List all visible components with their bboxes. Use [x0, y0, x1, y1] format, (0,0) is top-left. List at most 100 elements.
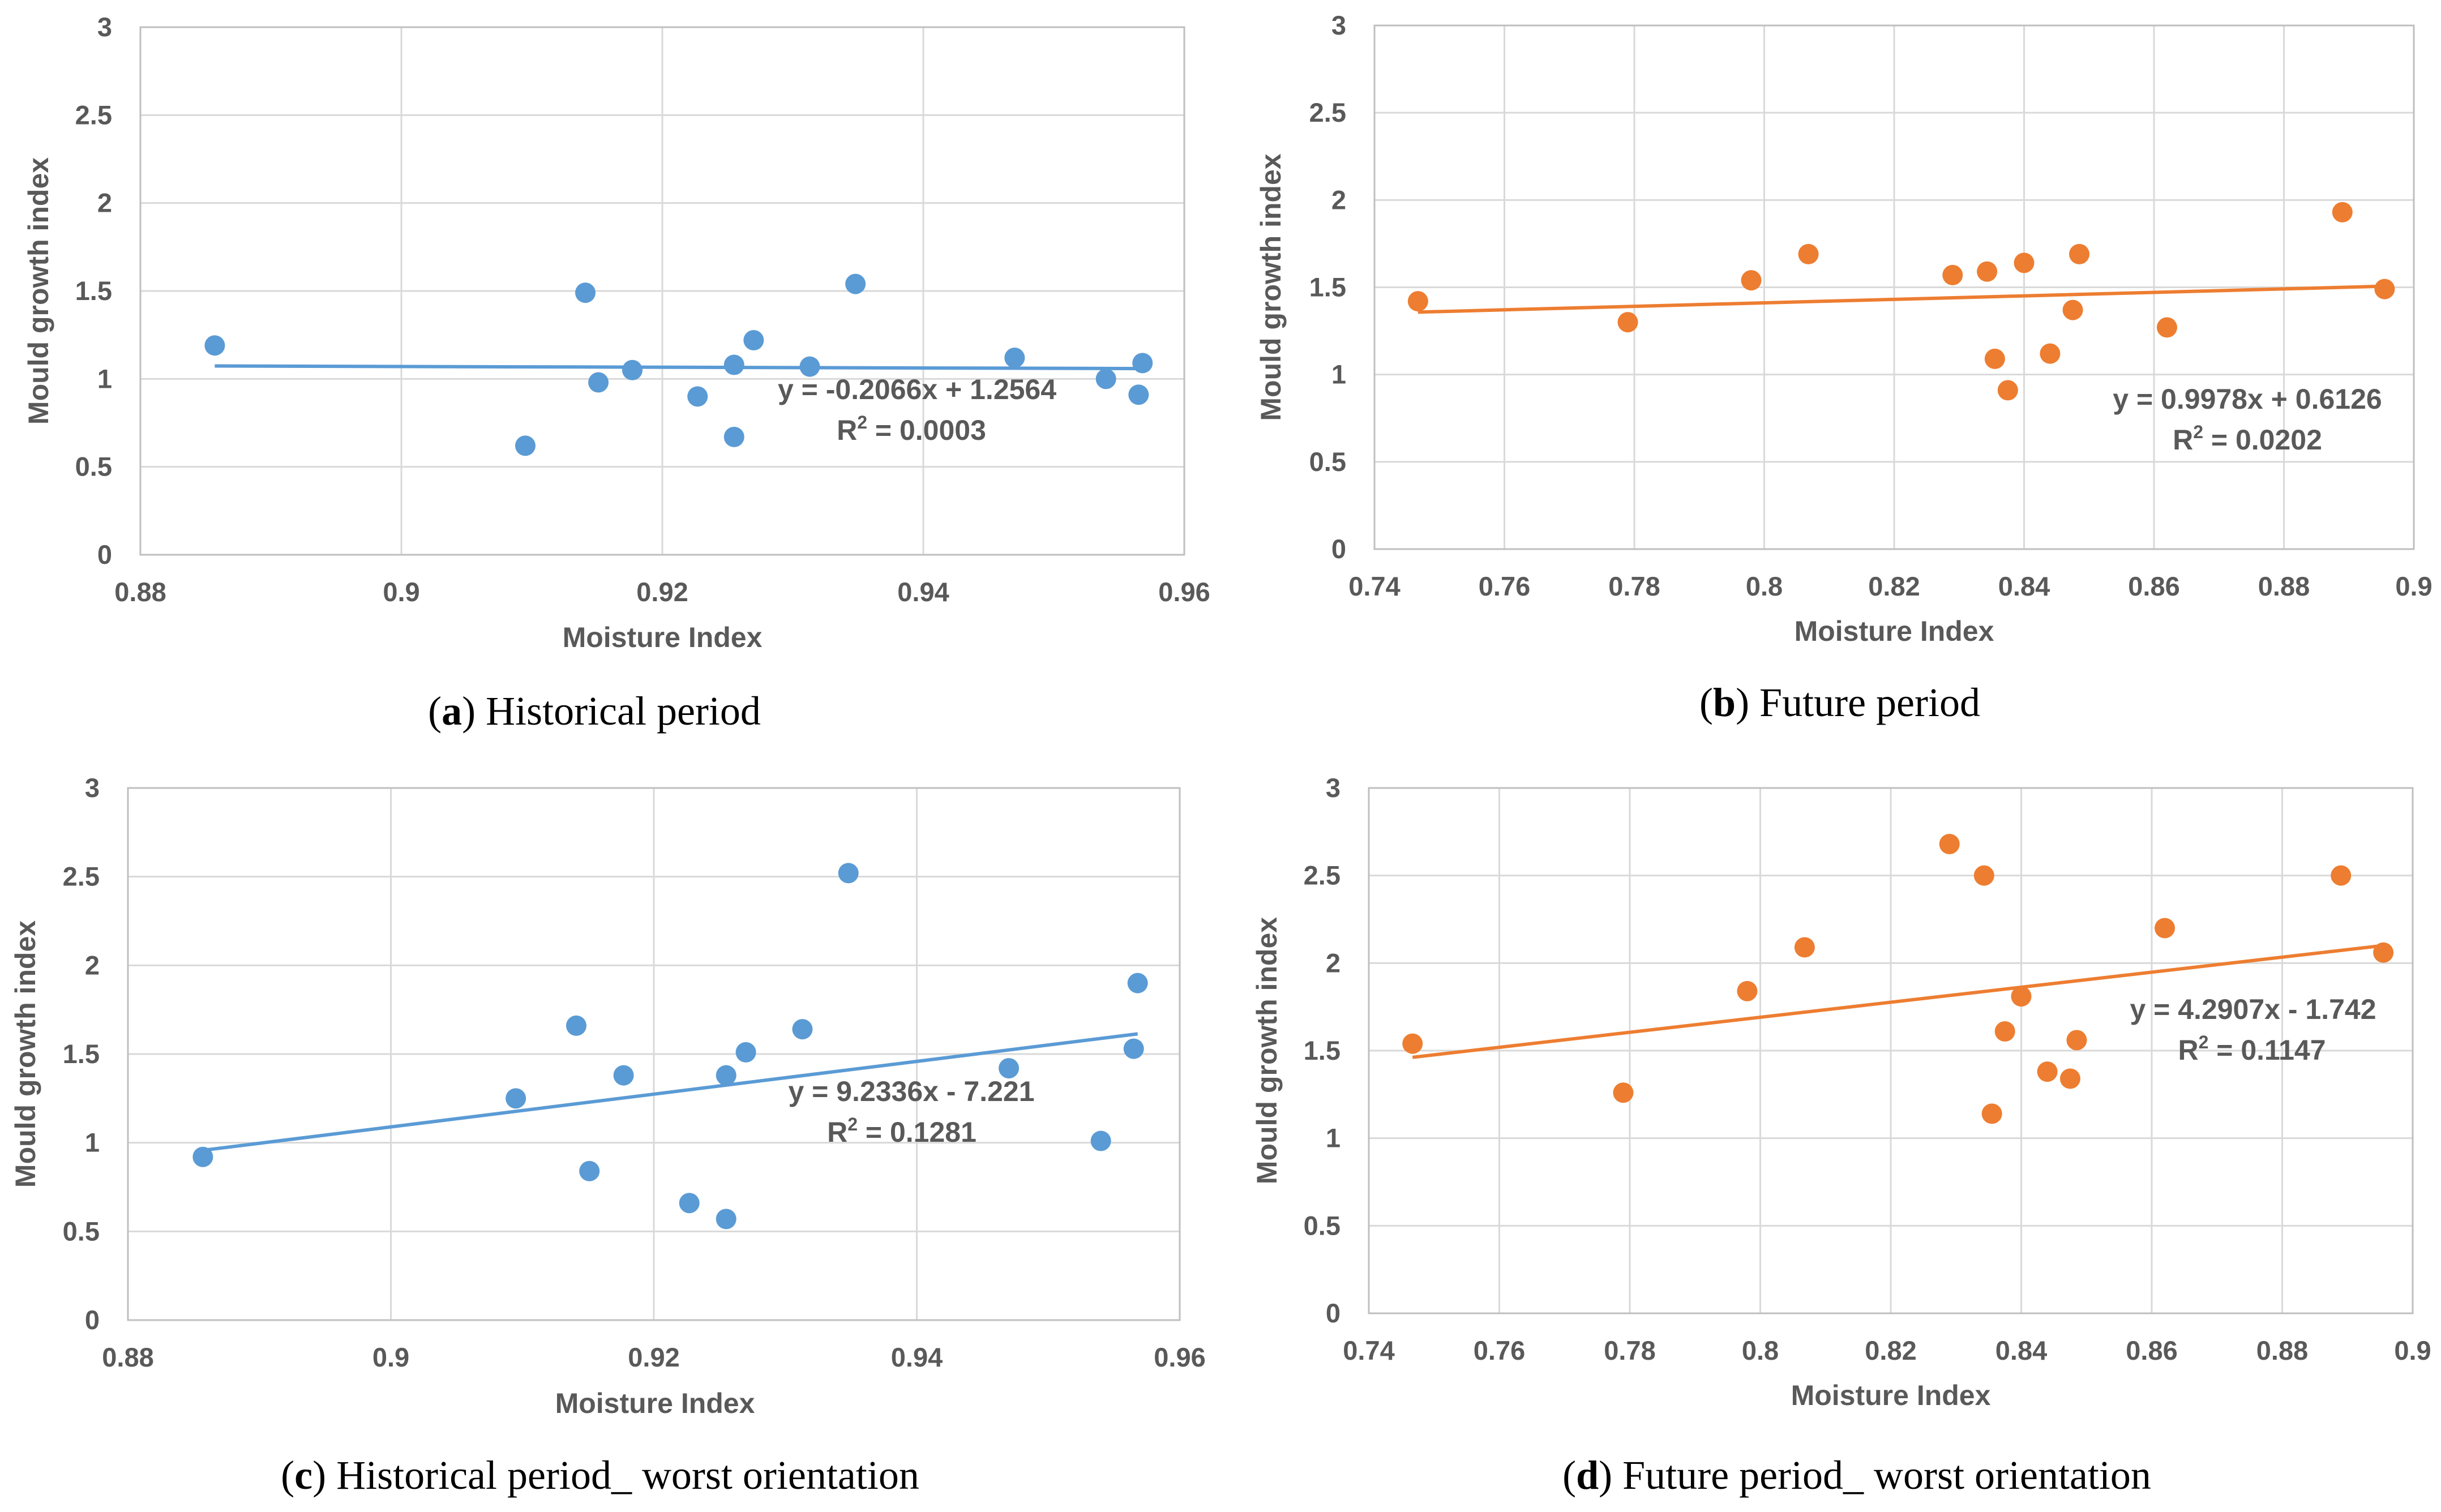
y-tick-label-c-1: 0.5	[63, 1216, 100, 1246]
y-tick-label-b-4: 2	[1331, 185, 1346, 215]
data-point-c-12	[1090, 1130, 1111, 1151]
data-point-c-2	[566, 1015, 586, 1036]
plot-area-c	[127, 787, 1181, 1321]
x-tick-label-a-0: 0.88	[114, 577, 166, 607]
data-point-c-1	[506, 1088, 526, 1109]
x-tick-label-d-4: 0.82	[1865, 1335, 1916, 1365]
x-tick-label-d-2: 0.78	[1604, 1335, 1655, 1365]
data-point-b-6	[1984, 348, 2005, 369]
r-squared-sup-c: 2	[847, 1114, 858, 1134]
data-points-b	[1407, 202, 2395, 401]
data-point-d-5	[1973, 865, 1994, 886]
data-point-d-2	[1737, 980, 1758, 1001]
trendline-c	[203, 1032, 1138, 1153]
caption-c-text: Historical period_ worst orientation	[336, 1453, 919, 1498]
caption-b-text: Future period	[1759, 680, 1980, 725]
data-point-c-3	[579, 1160, 600, 1181]
data-point-a-14	[1132, 353, 1153, 374]
x-tick-label-c-3: 0.94	[891, 1342, 943, 1372]
y-tick-label-b-6: 3	[1331, 10, 1346, 40]
data-point-a-1	[515, 435, 536, 456]
data-point-b-10	[2062, 299, 2083, 320]
scatter-chart-b: 0.74 0.76 0.78 0.8 0.82 0.84 0.86 0.88 0.9 0 0.5 1 1…	[1255, 10, 2433, 647]
r-squared-value-d: = 0.1147	[2208, 1034, 2326, 1066]
scatter-chart-a: 0.88 0.9 0.92 0.94 0.96 0 0.5 1 1.5 2 2.5 3 y = -0.2…	[23, 12, 1210, 653]
data-point-d-12	[2155, 918, 2176, 939]
r-squared-d: R2 = 0.1147	[2178, 1032, 2326, 1066]
data-point-b-14	[2374, 279, 2395, 299]
x-tick-label-d-6: 0.86	[2126, 1335, 2177, 1365]
data-points-a	[204, 273, 1153, 456]
y-tick-label-d-1: 0.5	[1304, 1210, 1341, 1240]
x-tick-label-a-2: 0.92	[636, 577, 688, 607]
trendline-equation-d: y = 4.2907x - 1.742	[2130, 993, 2376, 1025]
data-point-a-3	[588, 372, 609, 393]
x-tick-label-a-4: 0.96	[1158, 577, 1210, 607]
data-point-a-6	[723, 354, 744, 375]
x-tick-label-c-1: 0.9	[372, 1342, 409, 1372]
r-squared-c: R2 = 0.1281	[827, 1114, 977, 1148]
x-tick-label-b-2: 0.78	[1608, 571, 1660, 601]
data-point-c-5	[679, 1193, 700, 1214]
data-point-a-11	[1004, 348, 1025, 369]
data-point-b-0	[1407, 291, 1428, 312]
x-tick-label-c-4: 0.96	[1154, 1342, 1205, 1372]
r-squared-prefix-c: R	[827, 1116, 847, 1148]
data-point-b-12	[2156, 317, 2177, 338]
trendline-b	[1418, 284, 2385, 314]
data-point-b-13	[2332, 202, 2353, 222]
data-point-b-2	[1741, 270, 1762, 291]
r-squared-value-b: = 0.0202	[2203, 424, 2322, 456]
data-point-a-4	[622, 359, 643, 380]
caption-b-letter: b	[1713, 680, 1736, 725]
data-point-d-11	[2066, 1030, 2087, 1051]
r-squared-sup-d: 2	[2199, 1032, 2209, 1052]
data-point-a-10	[845, 273, 866, 294]
data-point-a-2	[575, 282, 596, 303]
r-squared-sup-b: 2	[2193, 422, 2203, 442]
trendline-equation-b: y = 0.9978x + 0.6126	[2113, 383, 2382, 415]
data-point-a-5	[687, 386, 708, 407]
x-tick-label-b-6: 0.86	[2128, 571, 2179, 601]
y-tick-label-a-3: 1.5	[75, 276, 112, 306]
y-tick-label-a-5: 2.5	[75, 100, 112, 130]
chart-panel-c: 0.88 0.9 0.92 0.94 0.96 0 0.5 1 1.5 2 2.5 3 y = 9.23…	[0, 0, 1220, 1512]
data-point-b-5	[1977, 261, 1998, 282]
x-axis-label-c: Moisture Index	[555, 1387, 755, 1419]
x-tick-label-b-7: 0.88	[2258, 571, 2310, 601]
data-point-d-6	[1981, 1103, 2002, 1124]
x-tick-label-b-1: 0.76	[1479, 571, 1530, 601]
y-tick-label-a-2: 1	[97, 363, 112, 393]
y-tick-label-c-0: 0	[85, 1305, 100, 1335]
data-point-b-8	[2014, 252, 2035, 273]
r-squared-prefix-a: R	[837, 414, 857, 446]
y-tick-label-c-3: 1.5	[63, 1039, 100, 1069]
caption-d-letter: d	[1576, 1453, 1599, 1498]
chart-panel-b: 0.74 0.76 0.78 0.8 0.82 0.84 0.86 0.88 0.9 0 0.5 1 1…	[1255, 10, 2433, 725]
data-points-c	[192, 863, 1148, 1230]
plot-area-a	[139, 26, 1185, 556]
data-point-d-10	[2059, 1068, 2080, 1089]
x-tick-label-a-1: 0.9	[383, 577, 419, 607]
x-tick-label-b-8: 0.9	[2395, 571, 2432, 601]
trendline-equation-a: y = -0.2066x + 1.2564	[778, 374, 1056, 405]
y-tick-label-d-2: 1	[1326, 1123, 1341, 1153]
trendline-a	[215, 364, 1143, 371]
data-point-b-4	[1942, 264, 1963, 285]
data-points-d	[1402, 833, 2394, 1124]
y-tick-label-a-4: 2	[97, 188, 112, 218]
y-tick-label-b-5: 2.5	[1309, 97, 1346, 127]
data-point-a-12	[1095, 369, 1116, 389]
data-point-c-8	[735, 1042, 756, 1063]
data-point-c-6	[716, 1065, 736, 1086]
data-point-c-10	[838, 863, 859, 884]
r-squared-b: R2 = 0.0202	[2173, 422, 2322, 456]
data-point-d-3	[1794, 937, 1815, 958]
y-axis-label-d: Mould growth index	[1251, 917, 1283, 1184]
y-tick-label-c-6: 3	[85, 773, 100, 803]
y-tick-label-a-6: 3	[97, 12, 112, 42]
x-tick-label-a-3: 0.94	[897, 577, 949, 607]
data-point-a-7	[723, 426, 744, 447]
data-point-a-9	[799, 356, 820, 377]
